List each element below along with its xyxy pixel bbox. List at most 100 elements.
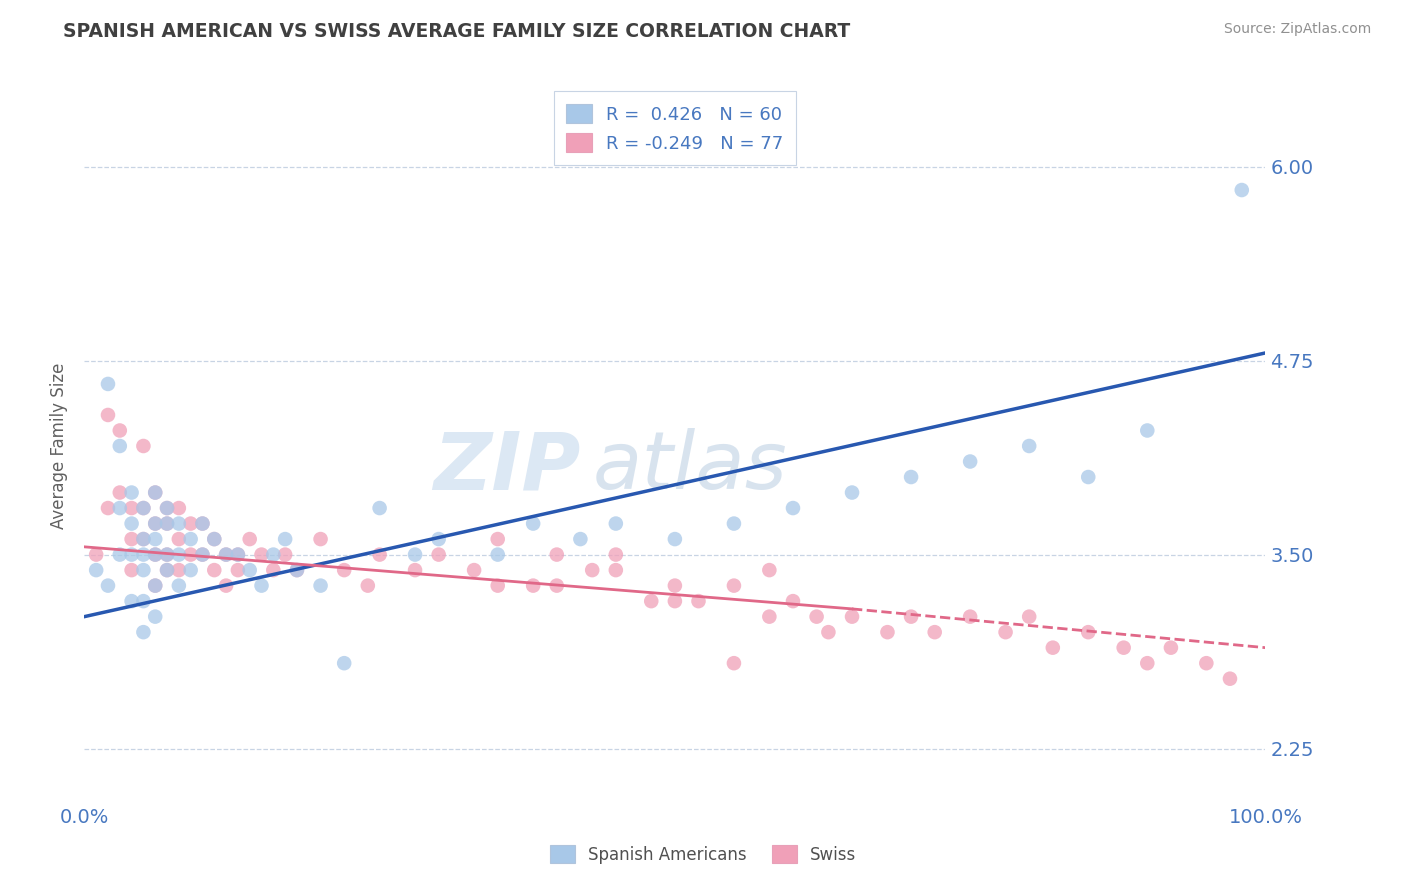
Point — [121, 501, 143, 516]
Point — [108, 485, 131, 500]
Point — [167, 532, 190, 546]
Point — [1136, 424, 1159, 438]
Text: ZIP: ZIP — [433, 428, 581, 507]
Point — [546, 548, 568, 562]
Point — [463, 563, 485, 577]
Point — [924, 625, 946, 640]
Point — [900, 609, 922, 624]
Point — [121, 516, 143, 531]
Point — [1077, 625, 1099, 640]
Point — [959, 454, 981, 468]
Point — [143, 548, 166, 562]
Point — [959, 609, 981, 624]
Point — [156, 563, 179, 577]
Y-axis label: Average Family Size: Average Family Size — [49, 363, 67, 529]
Point — [202, 563, 225, 577]
Point — [97, 376, 120, 391]
Point — [723, 579, 745, 593]
Point — [688, 594, 710, 608]
Point — [841, 485, 863, 500]
Point — [309, 532, 332, 546]
Point — [368, 548, 391, 562]
Point — [1018, 439, 1040, 453]
Point — [121, 594, 143, 608]
Point — [250, 579, 273, 593]
Point — [143, 609, 166, 624]
Point — [285, 563, 308, 577]
Point — [180, 548, 202, 562]
Point — [180, 516, 202, 531]
Point — [1018, 609, 1040, 624]
Point — [156, 548, 179, 562]
Point — [143, 485, 166, 500]
Point — [226, 563, 249, 577]
Point — [723, 516, 745, 531]
Point — [274, 548, 297, 562]
Point — [84, 563, 107, 577]
Point — [226, 548, 249, 562]
Point — [108, 501, 131, 516]
Text: SPANISH AMERICAN VS SWISS AVERAGE FAMILY SIZE CORRELATION CHART: SPANISH AMERICAN VS SWISS AVERAGE FAMILY… — [63, 22, 851, 41]
Point — [605, 516, 627, 531]
Point — [143, 516, 166, 531]
Point — [108, 548, 131, 562]
Point — [486, 548, 509, 562]
Point — [605, 563, 627, 577]
Point — [782, 501, 804, 516]
Point — [143, 485, 166, 500]
Point — [180, 563, 202, 577]
Point — [167, 563, 190, 577]
Legend: Spanish Americans, Swiss: Spanish Americans, Swiss — [543, 838, 863, 871]
Point — [994, 625, 1017, 640]
Point — [215, 548, 238, 562]
Point — [121, 563, 143, 577]
Point — [239, 563, 262, 577]
Point — [156, 501, 179, 516]
Point — [664, 594, 686, 608]
Point — [522, 516, 544, 531]
Point — [167, 516, 190, 531]
Point — [180, 532, 202, 546]
Point — [167, 579, 190, 593]
Point — [97, 579, 120, 593]
Point — [143, 579, 166, 593]
Point — [250, 548, 273, 562]
Point — [404, 548, 426, 562]
Point — [143, 579, 166, 593]
Point — [132, 625, 155, 640]
Text: Source: ZipAtlas.com: Source: ZipAtlas.com — [1223, 22, 1371, 37]
Point — [167, 501, 190, 516]
Point — [156, 516, 179, 531]
Point — [132, 532, 155, 546]
Text: atlas: atlas — [592, 428, 787, 507]
Point — [132, 439, 155, 453]
Point — [900, 470, 922, 484]
Point — [806, 609, 828, 624]
Point — [191, 516, 214, 531]
Point — [191, 516, 214, 531]
Point — [143, 516, 166, 531]
Point — [723, 656, 745, 670]
Point — [156, 548, 179, 562]
Point — [215, 548, 238, 562]
Point — [202, 532, 225, 546]
Point — [132, 548, 155, 562]
Point — [97, 501, 120, 516]
Point — [357, 579, 380, 593]
Point — [664, 579, 686, 593]
Point — [167, 548, 190, 562]
Point — [427, 548, 450, 562]
Point — [664, 532, 686, 546]
Point — [486, 532, 509, 546]
Point — [368, 501, 391, 516]
Point — [132, 501, 155, 516]
Legend: R =  0.426   N = 60, R = -0.249   N = 77: R = 0.426 N = 60, R = -0.249 N = 77 — [554, 91, 796, 165]
Point — [486, 579, 509, 593]
Point — [262, 548, 284, 562]
Point — [285, 563, 308, 577]
Point — [569, 532, 592, 546]
Point — [121, 485, 143, 500]
Point — [581, 563, 603, 577]
Point — [841, 609, 863, 624]
Point — [758, 563, 780, 577]
